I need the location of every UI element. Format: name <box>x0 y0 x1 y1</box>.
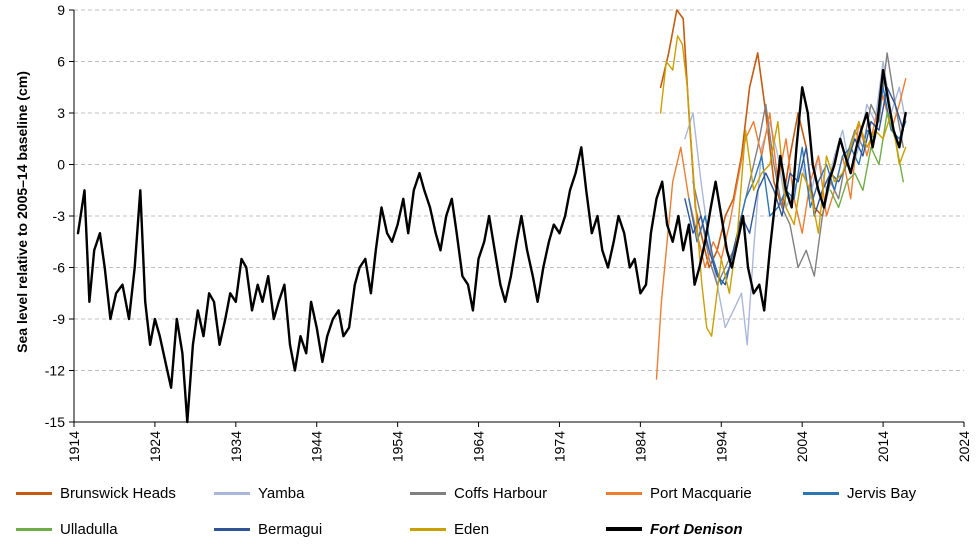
y-tick-label: 9 <box>57 2 65 18</box>
x-tick-label: 2024 <box>956 431 972 462</box>
x-tick-label: 1994 <box>713 431 729 462</box>
legend-label: Ulladulla <box>60 520 118 538</box>
x-tick-label: 2004 <box>794 431 810 462</box>
legend-label: Brunswick Heads <box>60 484 176 502</box>
legend-label: Fort Denison <box>650 520 743 538</box>
legend-label: Coffs Harbour <box>454 484 548 502</box>
chart-legend: Brunswick Heads Yamba Coffs Harbour Port Ma… <box>0 478 980 547</box>
x-tick-label: 2014 <box>875 431 891 462</box>
series-lines <box>76 9 907 424</box>
legend-item-bermagui: Bermagui <box>214 517 322 541</box>
legend-item-brunswick-heads: Brunswick Heads <box>16 481 176 505</box>
legend-swatch <box>410 491 446 495</box>
legend-item-fort-denison: Fort Denison <box>606 517 743 541</box>
legend-item-port-macquarie: Port Macquarie <box>606 481 752 505</box>
y-tick-label: 0 <box>57 157 65 173</box>
legend-swatch <box>606 527 642 531</box>
y-tick-label: -3 <box>53 208 66 224</box>
x-tick-label: 1954 <box>390 431 406 462</box>
y-tick-label: -12 <box>45 363 65 379</box>
series-line-ulladulla <box>829 112 904 209</box>
y-tick-label: -15 <box>45 414 65 430</box>
legend-item-eden: Eden <box>410 517 489 541</box>
legend-label: Jervis Bay <box>847 484 917 502</box>
legend-swatch <box>214 491 250 495</box>
series-line-fort-denison <box>76 68 907 424</box>
x-tick-label: 1944 <box>309 431 325 462</box>
legend-item-coffs-harbour: Coffs Harbour <box>410 481 547 505</box>
legend-label: Eden <box>454 520 490 538</box>
x-tick-label: 1934 <box>228 431 244 462</box>
x-tick-label: 1914 <box>66 431 82 462</box>
legend-swatch <box>803 491 839 495</box>
legend-swatch <box>606 491 642 495</box>
legend-item-ulladulla: Ulladulla <box>16 517 118 541</box>
x-axis-ticks: 1914 1924 1934 1944 1954 1964 1974 1984 1994 2004… <box>66 422 972 462</box>
legend-label: Yamba <box>258 484 305 502</box>
y-tick-label: -6 <box>53 260 66 276</box>
legend-swatch <box>214 527 250 531</box>
x-tick-label: 1964 <box>471 431 487 462</box>
gridlines <box>74 9 964 371</box>
y-tick-label: 6 <box>57 54 65 70</box>
y-axis-ticks: 9 6 3 0 -3 -6 -9 -12 -15 <box>45 2 74 430</box>
legend-swatch <box>410 527 446 531</box>
legend-swatch <box>16 527 52 531</box>
legend-item-jervis-bay: Jervis Bay <box>803 481 916 505</box>
legend-swatch <box>16 491 52 495</box>
y-axis-title: Sea level relative to 2005–14 baseline (… <box>14 71 30 353</box>
y-tick-label: -9 <box>53 311 66 327</box>
legend-label: Bermagui <box>258 520 323 538</box>
x-tick-label: 1974 <box>551 431 567 462</box>
y-tick-label: 3 <box>57 105 65 121</box>
legend-label: Port Macquarie <box>650 484 752 502</box>
x-tick-label: 1924 <box>147 431 163 462</box>
legend-item-yamba: Yamba <box>214 481 304 505</box>
x-tick-label: 1984 <box>632 431 648 462</box>
